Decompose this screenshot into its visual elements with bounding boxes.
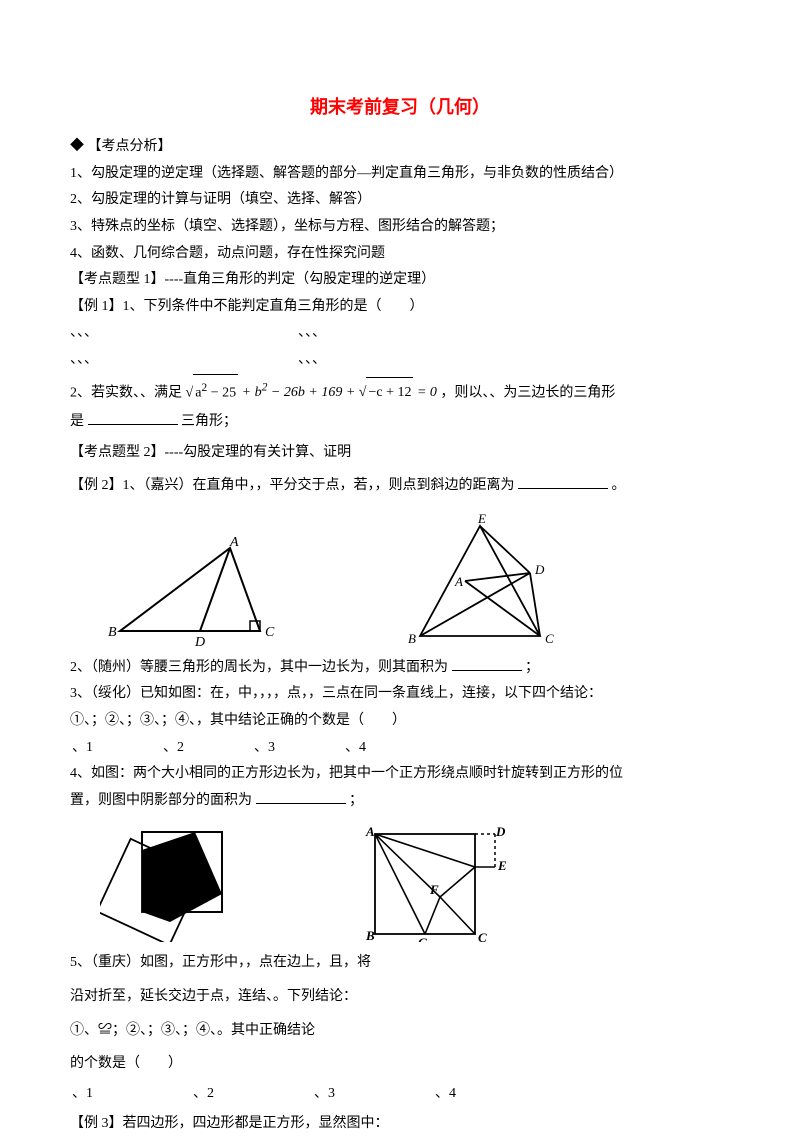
ex1-opt-row2b: 、、、	[298, 347, 326, 374]
svg-text:C: C	[265, 625, 275, 640]
q2-line2a: 是	[70, 414, 84, 429]
q4-l2b: ；	[349, 793, 363, 808]
svg-text:F: F	[429, 882, 439, 897]
q2-pre: 2、若实数、、满足	[70, 385, 186, 400]
analysis-heading: ◆ 【考点分析】	[70, 134, 730, 161]
q2-line2: 是 三角形；	[70, 409, 730, 436]
example-3-heading: 【例 3】若四边形，四边形都是正方形，显然图中：	[70, 1107, 730, 1141]
analysis-item-4: 4、函数、几何综合题，动点问题，存在性探究问题	[70, 241, 730, 268]
svg-text:B: B	[408, 631, 416, 646]
q4-line1: 4、如图：两个大小相同的正方形边长为，把其中一个正方形绕点顺时针旋转到正方形的位	[70, 761, 730, 788]
svg-text:A: A	[454, 574, 463, 589]
q2-blank	[88, 411, 178, 425]
topic-type-1-heading: 【考点题型 1】----直角三角形的判定（勾股定理的逆定理）	[70, 267, 730, 294]
q3-opt-3: 、3	[254, 735, 275, 762]
q3-opt-1: 、1	[72, 735, 93, 762]
figure-rotated-squares	[100, 822, 240, 942]
ex1-opt-row1a: 、、、	[70, 320, 98, 347]
svg-text:B: B	[365, 928, 375, 942]
analysis-item-3: 3、特殊点的坐标（填空、选择题），坐标与方程、图形结合的解答题；	[70, 214, 730, 241]
figure-square-fold: A B C D E F G	[360, 822, 510, 942]
svg-text:G: G	[418, 935, 428, 942]
figure-row-2: A B C D E F G	[100, 822, 730, 942]
q5-opt-4: 、4	[435, 1081, 456, 1108]
svg-text:C: C	[478, 930, 487, 942]
q2-formula: √a2 − 25 + b2 − 26b + 169 + √−c + 12 = 0	[186, 385, 441, 400]
q3-opt-4: 、4	[345, 735, 366, 762]
ex2-period: 。	[612, 478, 626, 493]
q5-opt-3: 、3	[314, 1081, 335, 1108]
q2b-post: ；	[525, 660, 539, 675]
example-1-heading: 【例 1】1、下列条件中不能判定直角三角形的是（ ）	[70, 294, 730, 321]
q5-line2: 沿对折至，延长交边于点，连结、。下列结论：	[70, 980, 730, 1014]
ex1-opt-row1b: 、、、	[298, 320, 326, 347]
ex1-opt-row2a: 、、、	[70, 347, 98, 374]
topic-type-2-heading: 【考点题型 2】----勾股定理的有关计算、证明	[70, 436, 730, 470]
q2b-blank	[452, 657, 522, 671]
svg-text:E: E	[497, 858, 507, 873]
ex2-blank	[518, 475, 608, 489]
svg-text:D: D	[495, 824, 506, 839]
q3-options: 、1 、2 、3 、4	[70, 735, 730, 762]
figure-triangle-composite: E A D B C	[400, 511, 570, 651]
page-title: 期末考前复习（几何）	[70, 90, 730, 124]
q5-options: 、1 、2 、3 、4	[70, 1081, 730, 1108]
svg-text:E: E	[477, 511, 486, 526]
svg-text:D: D	[534, 562, 545, 577]
svg-text:D: D	[194, 635, 205, 650]
example-2-heading: 【例 2】1、（嘉兴）在直角中，，平分交于点，若，，则点到斜边的距离为 。	[70, 469, 730, 503]
q4-line2: 置，则图中阴影部分的面积为 ；	[70, 788, 730, 815]
analysis-item-2: 2、勾股定理的计算与证明（填空、选择、解答）	[70, 187, 730, 214]
q3-opt-2: 、2	[163, 735, 184, 762]
svg-text:B: B	[108, 625, 117, 640]
figure-row-1: A B C D E A D B C	[100, 511, 730, 651]
q5-line4: 的个数是（ ）	[70, 1047, 730, 1081]
q5-line1: 5、（重庆）如图，正方形中，，点在边上，且，将	[70, 946, 730, 980]
svg-text:A: A	[229, 536, 239, 550]
q5-opt-2: 、2	[193, 1081, 214, 1108]
q2-post: ，则以、、为三边长的三角形	[440, 385, 615, 400]
q2-line1: 2、若实数、、满足 √a2 − 25 + b2 − 26b + 169 + √−…	[70, 374, 730, 409]
figure-triangle-abc: A B C D	[100, 536, 280, 651]
q3-line1: 3、（绥化）已知如图：在，中，，，，点，，三点在同一条直线上，连接，以下四个结论…	[70, 681, 730, 708]
q2b: 2、（随州）等腰三角形的周长为，其中一边长为，则其面积为 ；	[70, 655, 730, 682]
q2b-pre: 2、（随州）等腰三角形的周长为，其中一边长为，则其面积为	[70, 660, 448, 675]
q2-line2b: 三角形；	[181, 414, 237, 429]
svg-text:C: C	[545, 631, 554, 646]
q3-line2: ①、；②、；③、；④、，其中结论正确的个数是（ ）	[70, 708, 730, 735]
svg-text:A: A	[365, 824, 375, 839]
analysis-item-1: 1、勾股定理的逆定理（选择题、解答题的部分—判定直角三角形，与非负数的性质结合）	[70, 161, 730, 188]
q5-opt-1: 、1	[72, 1081, 93, 1108]
ex2-text: 【例 2】1、（嘉兴）在直角中，，平分交于点，若，，则点到斜边的距离为	[70, 478, 515, 493]
q4-blank	[256, 790, 346, 804]
q5-line3: ①、≌；②、；③、；④、。其中正确结论	[70, 1014, 730, 1048]
q4-l2a: 置，则图中阴影部分的面积为	[70, 793, 252, 808]
